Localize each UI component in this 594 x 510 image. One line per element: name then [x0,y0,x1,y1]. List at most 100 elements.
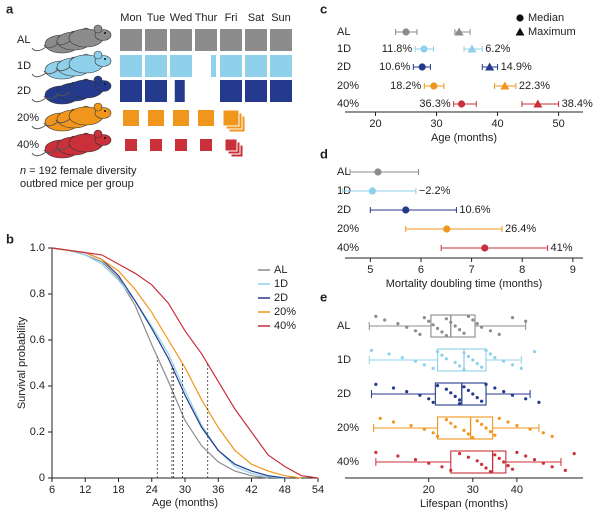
median-marker [368,187,376,195]
lifespan-point [462,331,466,335]
lifespan-point [391,386,396,390]
maximum-marker [454,27,464,36]
lifespan-point [475,322,479,326]
x-tick-label: 7 [469,264,475,276]
legend-label: AL [274,264,287,276]
x-axis-label: Mortality doubling time (months) [386,278,543,290]
lifespan-point [444,357,448,361]
y-tick-label: 0.2 [30,426,45,438]
lifespan-point [488,352,493,356]
lifespan-point [444,387,448,391]
mouse-eye [104,137,106,139]
annotation: 14.9% [501,61,532,73]
lifespan-point [480,462,484,466]
x-tick-label: 12 [79,484,91,496]
x-tick-label: 36 [212,484,224,496]
food-block [270,55,292,77]
mouse-eye [104,58,106,60]
food-block [245,29,267,51]
lifespan-point [440,465,444,469]
lifespan-point [497,416,501,420]
lifespan-point [435,326,440,330]
lifespan-point [506,464,510,468]
y-axis-label: Survival probability [16,316,28,409]
lifespan-point [457,402,462,406]
mouse-ear [93,102,103,112]
median-marker [443,225,451,233]
category-label: 2D [337,388,351,400]
category-label: 20% [337,422,359,434]
lifespan-point [537,400,541,404]
lifespan-point [457,328,462,332]
annotation: 38.4% [562,98,593,110]
x-tick-label: 42 [245,484,257,496]
category-label: AL [337,320,350,332]
annotation: 41% [551,242,573,254]
median-marker [457,100,466,108]
lifespan-point [532,458,537,462]
x-tick-label: 6 [418,264,424,276]
category-label: 2D [337,61,351,73]
food-block [198,110,214,126]
lifespan-point [550,434,554,438]
whisker [368,356,438,364]
lifespan-point [466,314,471,318]
legend-label: 40% [274,320,296,332]
lifespan-point [369,348,374,352]
panel-label: e [320,289,327,304]
annotation: 6.2% [485,43,510,55]
lifespan-point [431,400,435,404]
group-label: 20% [17,112,39,124]
lifespan-point [374,314,378,318]
lifespan-point [396,322,400,326]
whisker [486,356,522,364]
lifespan-point [462,428,466,432]
food-block [145,29,167,51]
lifespan-point [471,358,475,362]
lifespan-point [466,388,471,392]
x-axis-label: Lifespan (months) [420,498,508,510]
lifespan-point [449,421,453,425]
error-bar [405,226,503,232]
annotation: 36.3% [419,98,450,110]
lifespan-point [475,419,479,423]
whisker [375,458,451,466]
food-block [123,110,139,126]
food-block [120,55,142,77]
food-block [220,80,242,102]
lifespan-point [444,334,448,338]
lifespan-point [453,360,457,364]
median-marker [402,206,410,214]
mouse-ear [93,24,103,34]
food-block [200,139,212,151]
annotation: 18.2% [390,80,421,92]
annotation: 11.8% [382,43,413,55]
median-marker [420,45,428,53]
lifespan-point [541,431,545,435]
lifespan-point [374,450,378,454]
lifespan-point [471,318,475,322]
lifespan-point [457,452,462,456]
lifespan-point [510,316,515,320]
lifespan-point [378,416,382,420]
mouse-tail [43,69,59,75]
food-block [195,29,217,51]
lifespan-point [409,424,413,428]
note-text: = 192 female diversity [26,165,137,177]
mouse-tail [31,151,47,157]
lifespan-point [480,399,484,403]
survival-line [51,247,285,479]
panel-label: b [6,231,14,246]
legend-label: 2D [274,292,288,304]
lifespan-point [444,317,448,321]
mouse-eye [104,83,106,85]
lifespan-point [497,332,501,336]
food-block [245,80,267,102]
lifespan-point [502,390,506,394]
mouse-tail [43,148,59,154]
error-bar [440,245,549,251]
mouse-tail [55,40,71,46]
lifespan-point [532,350,537,354]
mouse-tail [55,91,71,97]
